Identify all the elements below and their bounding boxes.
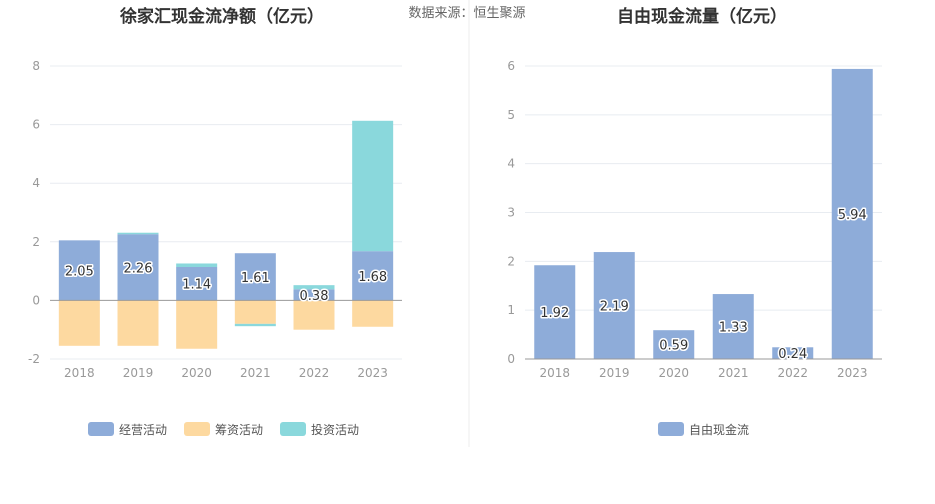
y-tick-label: 4 bbox=[507, 157, 515, 171]
bar-2-2022 bbox=[293, 285, 335, 290]
x-tick-label: 2021 bbox=[240, 366, 271, 380]
bar-0-2022 bbox=[772, 347, 814, 359]
y-tick-label: 0 bbox=[507, 352, 515, 366]
data-label: 1.61 bbox=[241, 271, 270, 286]
data-label: 1.33 bbox=[719, 321, 748, 336]
bar-0-2019 bbox=[117, 234, 159, 301]
bar-0-2018 bbox=[534, 265, 576, 359]
data-source-note: 数据来源：恒生聚源 bbox=[408, 6, 525, 21]
left-y-axis: -2 0 2 4 6 8 bbox=[28, 59, 40, 366]
right-gridlines bbox=[525, 65, 882, 311]
right-x-axis: 2018 2019 2020 2021 2022 2023 bbox=[539, 366, 867, 380]
bar-1-2021 bbox=[234, 300, 276, 324]
bar-1-2020 bbox=[176, 300, 218, 349]
data-label: 1.92 bbox=[540, 306, 569, 321]
y-tick-label: 6 bbox=[507, 59, 515, 73]
x-tick-label: 2023 bbox=[357, 366, 388, 380]
bar-0-2018 bbox=[58, 240, 100, 301]
y-tick-label: 1 bbox=[507, 303, 515, 317]
left-bars bbox=[58, 120, 394, 349]
legend-label: 投资活动 bbox=[311, 422, 359, 437]
x-tick-label: 2019 bbox=[123, 366, 154, 380]
x-tick-label: 2022 bbox=[299, 366, 330, 380]
bar-0-2021 bbox=[712, 294, 754, 359]
bar-0-2023 bbox=[352, 251, 394, 301]
y-tick-label: 4 bbox=[32, 176, 40, 190]
bar-2-2023 bbox=[352, 120, 394, 252]
data-label: 2.05 bbox=[65, 264, 94, 279]
legend-swatch bbox=[280, 422, 306, 436]
x-tick-label: 2019 bbox=[599, 366, 630, 380]
legend-swatch bbox=[658, 422, 684, 436]
data-label: 1.14 bbox=[182, 278, 211, 293]
bar-2-2019 bbox=[117, 232, 159, 235]
legend-label: 自由现金流 bbox=[689, 422, 749, 437]
y-tick-label: 2 bbox=[32, 235, 40, 249]
bar-0-2019 bbox=[593, 252, 635, 359]
legend-swatch bbox=[88, 422, 114, 436]
right-legend: 自由现金流 bbox=[658, 422, 749, 437]
bar-1-2022 bbox=[293, 300, 335, 330]
left-gridlines bbox=[50, 65, 402, 360]
y-tick-label: 2 bbox=[507, 254, 515, 268]
x-tick-label: 2022 bbox=[777, 366, 808, 380]
bar-0-2020 bbox=[653, 330, 695, 359]
right-bars bbox=[534, 68, 873, 360]
data-label: 0.38 bbox=[300, 289, 329, 304]
data-label: 0.24 bbox=[778, 347, 807, 362]
y-tick-label: 0 bbox=[32, 293, 40, 307]
x-tick-label: 2018 bbox=[64, 366, 95, 380]
legend-label: 筹资活动 bbox=[215, 423, 263, 437]
data-label: 2.19 bbox=[600, 300, 629, 315]
y-tick-label: 6 bbox=[32, 118, 40, 132]
x-tick-label: 2020 bbox=[181, 366, 212, 380]
bar-1-2019 bbox=[117, 300, 159, 346]
y-tick-label: -2 bbox=[28, 352, 40, 366]
x-tick-label: 2021 bbox=[718, 366, 749, 380]
bar-1-2023 bbox=[352, 300, 394, 327]
right-data-labels: 1.92 2.19 0.59 1.33 0.24 5.94 bbox=[539, 206, 868, 363]
bar-1-2018 bbox=[58, 300, 100, 346]
x-tick-label: 2020 bbox=[658, 366, 689, 380]
left-x-axis: 2018 2019 2020 2021 2022 2023 bbox=[64, 366, 388, 380]
legend-label: 经营活动 bbox=[119, 423, 167, 437]
legend-swatch bbox=[184, 422, 210, 436]
bar-2-2021 bbox=[234, 323, 276, 327]
right-y-axis: 0 1 2 3 4 5 6 bbox=[507, 59, 515, 366]
left-chart-title: 徐家汇现金流净额（亿元） bbox=[119, 6, 324, 27]
x-tick-label: 2018 bbox=[539, 366, 570, 380]
data-label: 0.59 bbox=[659, 339, 688, 354]
left-legend: 经营活动 筹资活动 投资活动 bbox=[88, 422, 359, 437]
data-label: 1.68 bbox=[358, 270, 387, 285]
bar-0-2023 bbox=[831, 68, 873, 360]
bar-0-2022 bbox=[293, 289, 335, 301]
data-label: 2.26 bbox=[124, 261, 153, 276]
data-label: 5.94 bbox=[838, 208, 867, 223]
bar-2-2020 bbox=[176, 263, 218, 267]
x-tick-label: 2023 bbox=[837, 366, 868, 380]
y-tick-label: 5 bbox=[507, 108, 515, 122]
bar-0-2020 bbox=[176, 266, 218, 301]
left-data-labels: 2.05 2.26 1.14 1.61 0.38 1.68 bbox=[63, 260, 388, 306]
y-tick-label: 8 bbox=[32, 59, 40, 73]
right-chart-title: 自由现金流量（亿元） bbox=[617, 6, 787, 27]
bar-0-2021 bbox=[234, 253, 276, 301]
y-tick-label: 3 bbox=[507, 206, 515, 220]
